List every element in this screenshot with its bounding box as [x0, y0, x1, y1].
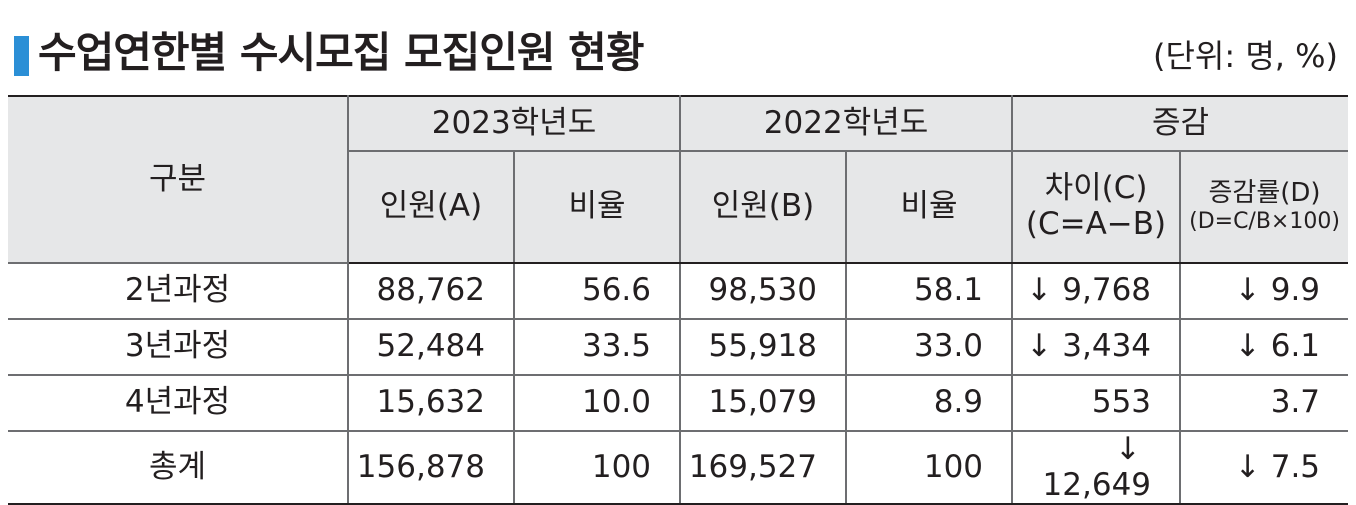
down-arrow-icon: ↓: [1234, 328, 1261, 365]
header-change: 증감: [1011, 95, 1349, 152]
ratio-b-cell-value: 8.9: [933, 384, 984, 421]
ratio-a-cell: 100: [512, 429, 682, 505]
title-marker: [14, 36, 29, 76]
count-b-cell-value: 15,079: [708, 384, 818, 421]
diff-cell-value: 3,434: [1062, 328, 1152, 365]
row-label-value: 4년과정: [124, 384, 231, 421]
header-diff: 차이(C) (C=A−B): [1011, 150, 1182, 264]
ratio-a-cell-value: 56.6: [581, 272, 652, 309]
header-count-b: 인원(B): [679, 150, 848, 264]
header-category: 구분: [8, 95, 349, 264]
down-arrow-icon: ↓: [1234, 448, 1261, 485]
table-row: 2년과정 88,762 56.6 98,530 58.1 ↓ 9,768 ↓ 9.9: [8, 262, 1349, 320]
row-label-value: 2년과정: [124, 272, 231, 309]
row-label: 2년과정: [8, 262, 349, 320]
ratio-b-cell: 8.9: [845, 374, 1014, 432]
ratio-b-cell: 58.1: [845, 262, 1014, 320]
count-a-cell-value: 88,762: [376, 272, 485, 309]
ratio-b-cell: 100: [845, 429, 1014, 505]
down-arrow-icon: ↓: [1026, 328, 1053, 365]
ratio-a-cell: 33.5: [512, 318, 682, 376]
diff-cell-value: 9,768: [1062, 272, 1152, 309]
unit-note: (단위: 명, %): [1153, 37, 1338, 75]
header-rate-line2: (D=C/B×100): [1189, 209, 1340, 235]
rate-cell: 3.7: [1179, 374, 1349, 432]
down-arrow-icon: ↓: [1026, 272, 1053, 309]
count-a-cell: 88,762: [347, 262, 515, 320]
row-label-value: 3년과정: [124, 328, 231, 365]
header-diff-line1: 차이(C): [1044, 170, 1148, 207]
count-a-cell: 15,632: [347, 374, 515, 432]
count-a-cell-value: 15,632: [376, 384, 485, 421]
header-rate-line1: 증감률(D): [1208, 178, 1321, 209]
row-label: 총계: [8, 429, 349, 505]
diff-cell: ↓12,649: [1011, 429, 1182, 505]
table-row: 4년과정 15,632 10.0 15,079 8.9 553 3.7: [8, 374, 1349, 432]
rate-cell-value: 3.7: [1270, 384, 1321, 421]
header-ratio-a: 비율: [512, 150, 682, 264]
row-label-value: 총계: [148, 448, 207, 485]
down-arrow-icon: ↓: [1234, 272, 1261, 309]
count-a-cell-value: 156,878: [356, 448, 485, 485]
rate-cell-value: 9.9: [1270, 272, 1321, 309]
rate-cell: ↓ 6.1: [1179, 318, 1349, 376]
count-b-cell: 15,079: [679, 374, 848, 432]
diff-cell: ↓ 9,768: [1011, 262, 1182, 320]
page-title: 수업연한별 수시모집 모집인원 현황: [38, 28, 644, 77]
count-b-cell-value: 55,918: [708, 328, 818, 365]
ratio-a-cell: 56.6: [512, 262, 682, 320]
diff-cell-value: 12,649: [1042, 466, 1152, 503]
count-b-cell-value: 98,530: [708, 272, 818, 309]
ratio-b-cell-value: 33.0: [914, 328, 984, 365]
ratio-a-cell-value: 33.5: [581, 328, 652, 365]
count-b-cell: 98,530: [679, 262, 848, 320]
ratio-b-cell-value: 100: [923, 448, 984, 485]
ratio-b-cell: 33.0: [845, 318, 1014, 376]
header-2023: 2023학년도: [346, 95, 682, 152]
ratio-a-cell-value: 10.0: [581, 384, 652, 421]
ratio-a-cell: 10.0: [512, 374, 682, 432]
count-a-cell-value: 52,484: [376, 328, 485, 365]
rate-cell: ↓ 7.5: [1179, 429, 1349, 505]
table-row: 3년과정 52,484 33.5 55,918 33.0 ↓ 3,434 ↓ 6.1: [8, 318, 1349, 376]
row-label: 4년과정: [8, 374, 349, 432]
ratio-a-cell-value: 100: [591, 448, 652, 485]
table-row: 총계 156,878 100 169,527 100 ↓12,649 ↓ 7.5: [8, 429, 1349, 505]
count-b-cell: 55,918: [679, 318, 848, 376]
rate-cell: ↓ 9.9: [1179, 262, 1349, 320]
count-b-cell: 169,527: [679, 429, 848, 505]
ratio-b-cell-value: 58.1: [914, 272, 984, 309]
count-b-cell-value: 169,527: [688, 448, 818, 485]
recruitment-table: 구분 2023학년도 2022학년도 증감 인원(A) 비율 인원(B) 비율 …: [8, 95, 1349, 505]
page-header: 수업연한별 수시모집 모집인원 현황 (단위: 명, %): [12, 18, 1348, 78]
diff-cell-value: 553: [1091, 384, 1152, 421]
header-count-a: 인원(A): [348, 150, 515, 264]
header-row-years: 구분 2023학년도 2022학년도 증감: [8, 95, 1349, 264]
count-a-cell: 156,878: [347, 429, 515, 505]
diff-cell: 553: [1011, 374, 1182, 432]
header-2022: 2022학년도: [679, 95, 1014, 152]
down-arrow-icon: ↓: [1115, 431, 1142, 467]
diff-cell: ↓ 3,434: [1011, 318, 1182, 376]
header-ratio-b: 비율: [845, 150, 1014, 264]
header-diff-line2: (C=A−B): [1025, 206, 1167, 242]
header-rate: 증감률(D) (D=C/B×100): [1179, 150, 1349, 264]
row-label: 3년과정: [8, 318, 349, 376]
rate-cell-value: 7.5: [1270, 448, 1321, 485]
count-a-cell: 52,484: [347, 318, 515, 376]
rate-cell-value: 6.1: [1270, 328, 1321, 365]
header-row-fields: 인원(A) 비율 인원(B) 비율 차이(C) (C=A−B) 증감률(D) (…: [8, 150, 1349, 264]
